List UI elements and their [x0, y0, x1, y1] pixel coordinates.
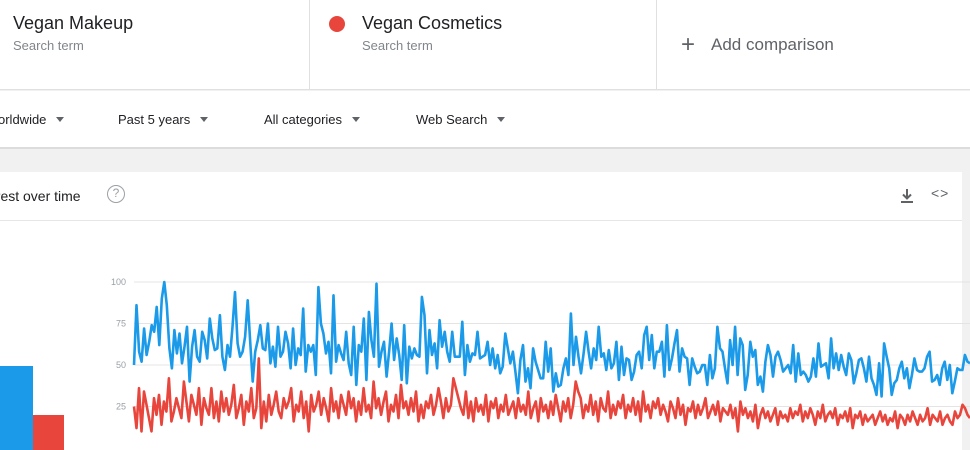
interest-line-chart[interactable]: 100 75 50 25 [100, 221, 970, 450]
filter-bar: orldwide Past 5 years All categories Web… [0, 91, 970, 149]
search-term-1[interactable]: Vegan Makeup Search term [0, 0, 310, 90]
average-bar-vegan-makeup[interactable] [0, 366, 33, 450]
region-dropdown[interactable]: orldwide [0, 112, 65, 127]
time-range-dropdown[interactable]: Past 5 years [118, 112, 209, 127]
search-type-dropdown[interactable]: Web Search [416, 112, 506, 127]
embed-code-icon[interactable]: <> [931, 185, 950, 201]
plus-icon[interactable]: + [681, 31, 696, 58]
caret-down-icon[interactable] [56, 117, 65, 122]
search-type-dropdown-label[interactable]: Web Search [416, 112, 488, 127]
series-color-dot-icon [329, 16, 345, 32]
card-title: erest over time [0, 188, 81, 204]
search-term-2-title[interactable]: Vegan Cosmetics [362, 13, 503, 33]
y-tick-label: 50 [116, 360, 126, 370]
region-dropdown-label[interactable]: orldwide [0, 112, 47, 127]
caret-down-icon[interactable] [200, 117, 209, 122]
search-term-2[interactable]: Vegan Cosmetics Search term [310, 0, 657, 90]
search-term-1-subtitle: Search term [13, 38, 84, 53]
help-icon[interactable]: ? [107, 185, 125, 203]
average-bars [0, 221, 100, 450]
caret-down-icon[interactable] [352, 117, 361, 122]
y-tick-label: 25 [116, 402, 126, 412]
series-line-vegan-makeup[interactable] [132, 280, 970, 398]
category-dropdown[interactable]: All categories [264, 112, 361, 127]
caret-down-icon[interactable] [497, 117, 506, 122]
category-dropdown-label[interactable]: All categories [264, 112, 343, 127]
y-tick-label: 75 [116, 319, 126, 329]
time-range-dropdown-label[interactable]: Past 5 years [118, 112, 191, 127]
card-header: erest over time ? <> [0, 172, 962, 221]
download-icon[interactable] [897, 186, 917, 206]
add-comparison-label[interactable]: Add comparison [711, 35, 834, 54]
search-term-1-title[interactable]: Vegan Makeup [13, 13, 134, 33]
average-bar-vegan-cosmetics[interactable] [33, 415, 64, 450]
search-terms-bar: Vegan Makeup Search term Vegan Cosmetics… [0, 0, 970, 90]
add-comparison-button[interactable]: + Add comparison [657, 0, 970, 90]
search-term-2-subtitle: Search term [362, 38, 433, 53]
y-tick-label: 100 [111, 277, 126, 287]
series-line-vegan-cosmetics[interactable] [132, 357, 970, 433]
